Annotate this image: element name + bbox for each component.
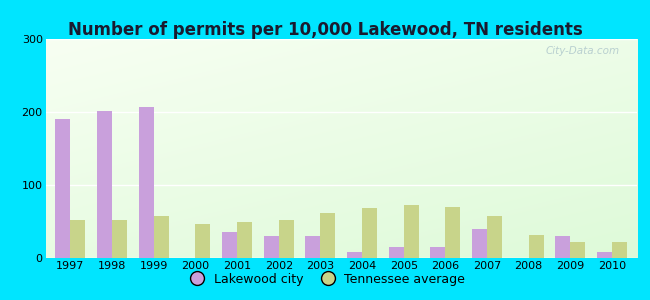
- Bar: [612, 242, 627, 258]
- Bar: [279, 220, 294, 258]
- Bar: [389, 247, 404, 258]
- Bar: [97, 111, 112, 258]
- Bar: [55, 119, 70, 258]
- Bar: [154, 216, 169, 258]
- Bar: [347, 252, 362, 258]
- Bar: [320, 213, 335, 258]
- Bar: [237, 221, 252, 258]
- Bar: [570, 242, 586, 258]
- Bar: [70, 220, 86, 258]
- Text: City-Data.com: City-Data.com: [545, 46, 619, 56]
- Bar: [404, 206, 419, 258]
- Bar: [222, 232, 237, 258]
- Legend: Lakewood city, Tennessee average: Lakewood city, Tennessee average: [180, 268, 470, 291]
- Bar: [139, 107, 154, 258]
- Bar: [264, 236, 279, 258]
- Text: Number of permits per 10,000 Lakewood, TN residents: Number of permits per 10,000 Lakewood, T…: [68, 21, 582, 39]
- Bar: [487, 216, 502, 258]
- Bar: [597, 252, 612, 258]
- Bar: [306, 236, 320, 258]
- Bar: [445, 207, 460, 258]
- Bar: [196, 224, 211, 258]
- Bar: [430, 247, 445, 258]
- Bar: [555, 236, 570, 258]
- Bar: [472, 229, 487, 258]
- Bar: [528, 235, 543, 258]
- Bar: [362, 208, 377, 258]
- Bar: [112, 220, 127, 258]
